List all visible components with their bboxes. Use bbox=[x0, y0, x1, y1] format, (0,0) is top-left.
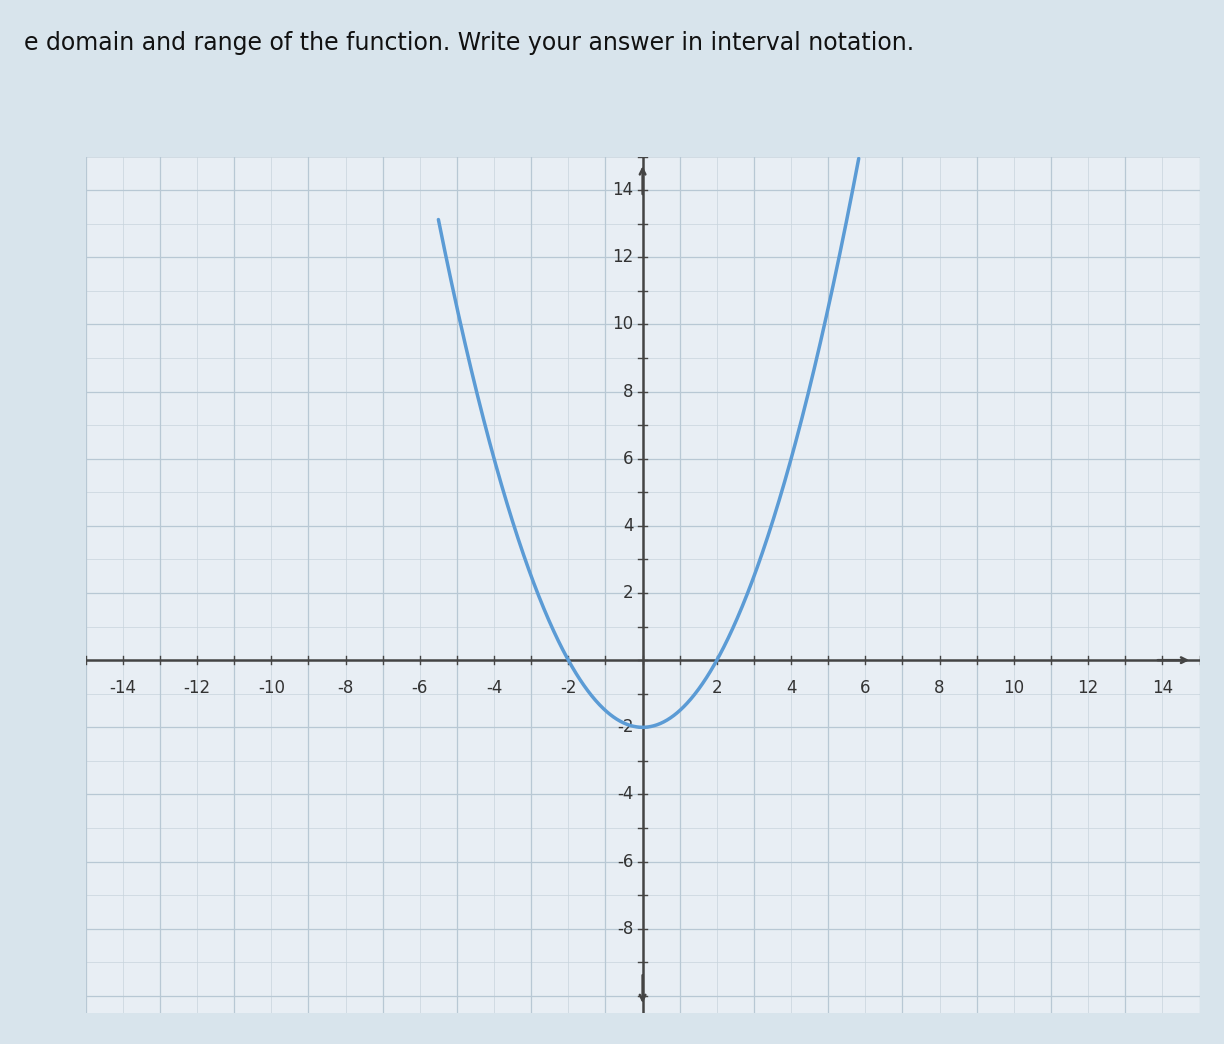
Text: -14: -14 bbox=[109, 679, 136, 696]
Text: 2: 2 bbox=[623, 584, 633, 602]
Text: 14: 14 bbox=[1152, 679, 1173, 696]
Text: 6: 6 bbox=[623, 450, 633, 468]
Text: -12: -12 bbox=[184, 679, 211, 696]
Text: -2: -2 bbox=[617, 718, 633, 736]
Text: 12: 12 bbox=[612, 248, 633, 266]
Text: -2: -2 bbox=[561, 679, 577, 696]
Text: 10: 10 bbox=[612, 315, 633, 333]
Text: -4: -4 bbox=[617, 785, 633, 804]
Text: 2: 2 bbox=[711, 679, 722, 696]
Text: 6: 6 bbox=[860, 679, 870, 696]
Text: 14: 14 bbox=[612, 182, 633, 199]
Text: -8: -8 bbox=[338, 679, 354, 696]
Text: 12: 12 bbox=[1077, 679, 1099, 696]
Text: 10: 10 bbox=[1004, 679, 1024, 696]
Text: -6: -6 bbox=[617, 853, 633, 871]
Text: -6: -6 bbox=[411, 679, 428, 696]
Text: 4: 4 bbox=[786, 679, 797, 696]
Text: -4: -4 bbox=[486, 679, 502, 696]
Text: 8: 8 bbox=[623, 382, 633, 401]
Text: -8: -8 bbox=[617, 920, 633, 938]
Text: 4: 4 bbox=[623, 517, 633, 535]
Text: -10: -10 bbox=[258, 679, 285, 696]
Text: 8: 8 bbox=[934, 679, 945, 696]
Text: e domain and range of the function. Write your answer in interval notation.: e domain and range of the function. Writ… bbox=[24, 31, 914, 55]
